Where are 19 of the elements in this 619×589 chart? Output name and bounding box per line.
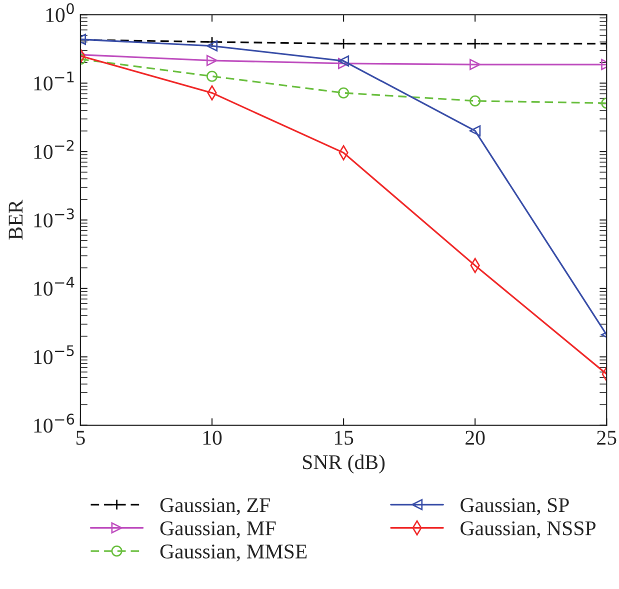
x-tick-label: 5 — [76, 430, 85, 445]
x-tick-label: 15 — [334, 430, 354, 445]
y-tick-label: 10$^{−1}$ — [34, 72, 74, 90]
legend-label: Gaussian, MMSE — [160, 544, 307, 562]
y-tick-label: 10$^{−3}$ — [34, 208, 74, 228]
y-axis-title: BER — [8, 200, 23, 240]
legend-label: Gaussian, NSSP — [460, 521, 596, 538]
y-tick-label: 10$^{−6}$ — [34, 414, 74, 433]
x-tick-label: 10 — [203, 430, 222, 445]
legend-label: Gaussian, ZF — [160, 498, 270, 516]
legend-label: Gaussian, MF — [160, 521, 276, 538]
x-tick-label: 25 — [597, 430, 616, 445]
legend-label: Gaussian, SP — [460, 498, 569, 516]
x-tick-label: 20 — [466, 430, 485, 445]
y-tick-label: 10$^{0}$ — [46, 3, 74, 22]
y-tick-label: 10$^{−4}$ — [34, 276, 74, 296]
y-tick-label: 10$^{−5}$ — [34, 345, 74, 364]
y-tick-label: 10$^{−2}$ — [34, 140, 74, 159]
x-axis-title: SNR (dB) — [302, 454, 385, 474]
